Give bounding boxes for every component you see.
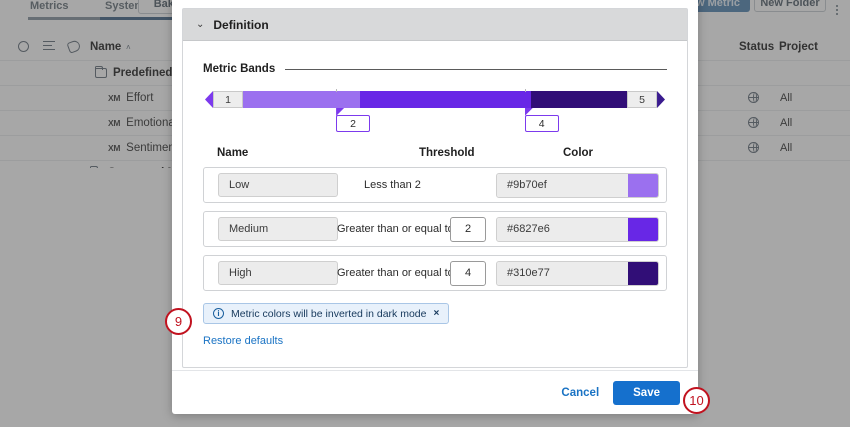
band-color-field-medium[interactable]: #6827e6 xyxy=(496,216,659,242)
modal-top-strip xyxy=(172,0,698,8)
row-name-cell: XM Effort xyxy=(108,86,153,110)
xm-badge-icon: XM xyxy=(108,93,121,103)
modal-footer: Cancel Save xyxy=(172,370,698,414)
project-cell: All xyxy=(780,142,793,154)
band-color-hex-medium[interactable]: #6827e6 xyxy=(497,217,628,241)
info-banner-text: Metric colors will be inverted in dark m… xyxy=(231,307,427,320)
status-globe-icon xyxy=(747,91,759,103)
band-name-input-low[interactable]: Low xyxy=(218,173,338,197)
band-row-high: High Greater than or equal to 4 #310e77 xyxy=(203,255,667,291)
info-circle-icon: i xyxy=(213,308,224,319)
more-options-icon[interactable] xyxy=(832,2,842,18)
row-name-cell: XM Sentiment xyxy=(108,136,178,160)
metric-bands-slider[interactable]: 1 5 2 xyxy=(205,89,666,137)
band-threshold-text-low: Less than 2 xyxy=(364,179,421,191)
chevron-down-icon[interactable]: ⌄ xyxy=(196,18,205,30)
handle-value-label[interactable]: 2 xyxy=(336,115,371,132)
sort-caret-icon[interactable]: ˄ xyxy=(126,43,131,52)
restore-defaults-link[interactable]: Restore defaults xyxy=(203,335,284,347)
definition-panel-header[interactable]: ⌄ Definition xyxy=(183,9,687,41)
row-name-label: Predefined ( xyxy=(113,67,180,79)
slider-right-cap-icon xyxy=(657,91,666,108)
band-threshold-input-medium[interactable]: 2 xyxy=(450,216,486,242)
band-name-input-medium[interactable]: Medium xyxy=(218,217,338,241)
modal-body: ⌄ Definition Metric Bands 1 xyxy=(172,8,698,370)
slider-tick xyxy=(524,89,526,92)
xm-badge-icon: XM xyxy=(108,118,121,128)
tab-metrics[interactable]: Metrics xyxy=(30,0,69,12)
folder-icon xyxy=(94,65,107,78)
col-header-name: Name xyxy=(217,147,249,159)
band-color-hex-high[interactable]: #310e77 xyxy=(497,261,628,285)
column-header-status[interactable]: Status xyxy=(739,41,775,53)
slider-tick xyxy=(336,89,338,92)
handle-pointer-icon xyxy=(524,108,533,116)
slider-segment-high xyxy=(530,91,628,108)
band-threshold-text-medium: Greater than or equal to xyxy=(337,223,454,235)
annotation-marker-10: 10 xyxy=(683,387,710,414)
band-table-headers: Name Threshold Color xyxy=(203,147,667,167)
band-color-hex-low[interactable]: #9b70ef xyxy=(497,173,628,197)
slider-segment-medium xyxy=(360,91,531,108)
status-globe-icon xyxy=(747,116,759,128)
row-name-cell: XM Emotional xyxy=(108,111,177,135)
status-globe-icon xyxy=(747,141,759,153)
slider-left-cap-icon xyxy=(205,91,213,108)
dark-mode-info-banner: i Metric colors will be inverted in dark… xyxy=(203,303,450,324)
table-header: Name ˄ Status Project xyxy=(0,38,850,60)
handle-value-label[interactable]: 4 xyxy=(524,115,559,132)
band-threshold-input-high[interactable]: 4 xyxy=(450,260,486,286)
new-folder-button[interactable]: New Folder xyxy=(754,0,826,12)
slider-track: 1 5 xyxy=(205,91,666,108)
project-cell: All xyxy=(780,92,793,104)
column-header-project[interactable]: Project xyxy=(779,41,818,53)
tab-underline-active xyxy=(100,17,185,20)
save-button[interactable]: Save xyxy=(613,380,680,405)
metric-bands-label: Metric Bands xyxy=(203,63,276,75)
row-name-label: Effort xyxy=(126,92,154,104)
row-name-cell: Predefined ( xyxy=(94,61,180,85)
project-cell: All xyxy=(780,117,793,129)
xm-badge-icon: XM xyxy=(108,143,121,153)
band-color-swatch-medium[interactable] xyxy=(628,217,658,241)
band-color-field-high[interactable]: #310e77 xyxy=(496,260,659,286)
slider-min-label: 1 xyxy=(213,91,243,108)
definition-panel-body: Metric Bands 1 5 xyxy=(183,41,687,367)
metric-definition-modal: ⌄ Definition Metric Bands 1 xyxy=(172,0,698,414)
column-header-name[interactable]: Name xyxy=(90,41,122,53)
slider-max-label: 5 xyxy=(627,91,658,108)
col-header-color: Color xyxy=(563,147,594,159)
band-name-input-high[interactable]: High xyxy=(218,261,338,285)
row-name-label: Emotional xyxy=(126,117,178,129)
list-view-icon[interactable] xyxy=(43,41,55,50)
band-color-field-low[interactable]: #9b70ef xyxy=(496,172,659,198)
band-row-low: Low Less than 2 #9b70ef xyxy=(203,167,667,203)
select-all-circle-icon[interactable] xyxy=(18,41,29,52)
col-header-threshold: Threshold xyxy=(419,147,475,159)
legend-divider xyxy=(285,68,667,70)
band-threshold-text-high: Greater than or equal to xyxy=(337,267,454,279)
band-row-medium: Medium Greater than or equal to 2 #6827e… xyxy=(203,211,667,247)
panel-title: Definition xyxy=(213,17,269,32)
handle-pointer-icon xyxy=(336,108,345,116)
definition-panel: ⌄ Definition Metric Bands 1 xyxy=(182,8,688,368)
cancel-button[interactable]: Cancel xyxy=(561,386,600,399)
annotation-marker-9: 9 xyxy=(165,308,192,335)
slider-segment-low xyxy=(243,91,361,108)
close-icon[interactable]: × xyxy=(433,307,440,319)
metric-bands-legend: Metric Bands xyxy=(203,63,667,75)
row-name-label: Sentiment xyxy=(126,142,178,154)
band-color-swatch-low[interactable] xyxy=(628,173,658,197)
band-color-swatch-high[interactable] xyxy=(628,261,658,285)
